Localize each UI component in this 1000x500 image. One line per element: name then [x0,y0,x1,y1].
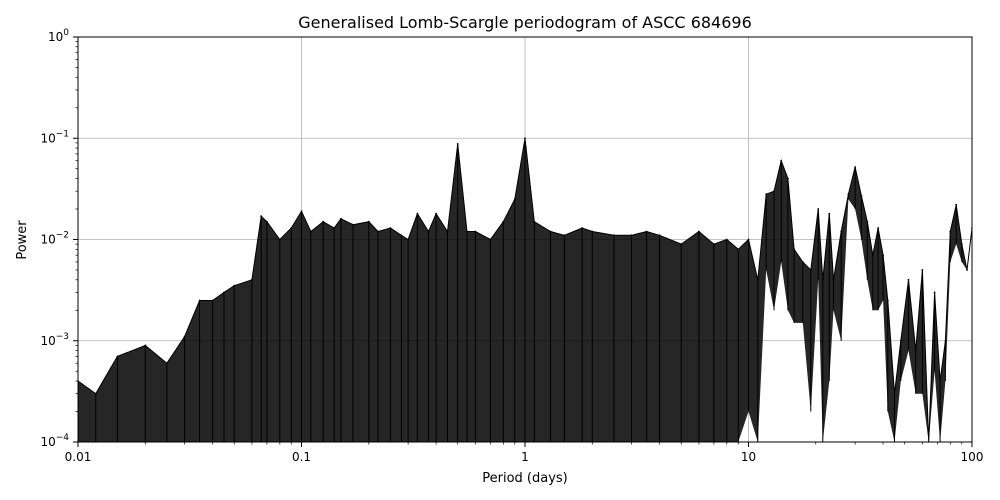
y-tick-label: 10−2 [40,231,69,247]
y-tick-label: 10−1 [40,129,69,145]
y-axis-label: Power [15,220,30,260]
y-tick-exponent: −4 [56,433,70,443]
chart-title: Generalised Lomb-Scargle periodogram of … [298,13,752,32]
y-tick-exponent: −3 [56,332,69,342]
y-tick-label: 10−4 [40,433,69,449]
x-tick-label: 10 [741,450,756,464]
power-peaks [78,138,963,442]
y-tick-label: 10−3 [40,332,69,348]
x-tick-label: 0.01 [65,450,92,464]
x-tick-label: 0.1 [292,450,311,464]
series-layer [78,137,972,442]
y-tick-base: 10 [40,233,55,247]
y-tick-base: 10 [40,435,55,449]
y-tick-exponent: −2 [56,231,69,241]
x-axis-label: Period (days) [482,471,568,486]
x-tick-label: 1 [521,450,529,464]
x-tick-label: 100 [961,450,984,464]
series-0 [78,137,972,442]
y-tick-exponent: 0 [63,28,69,38]
y-tick-exponent: −1 [56,129,69,139]
y-tick-base: 10 [48,30,63,44]
y-tick-label: 100 [48,28,69,44]
y-tick-base: 10 [40,131,55,145]
y-tick-base: 10 [40,334,55,348]
